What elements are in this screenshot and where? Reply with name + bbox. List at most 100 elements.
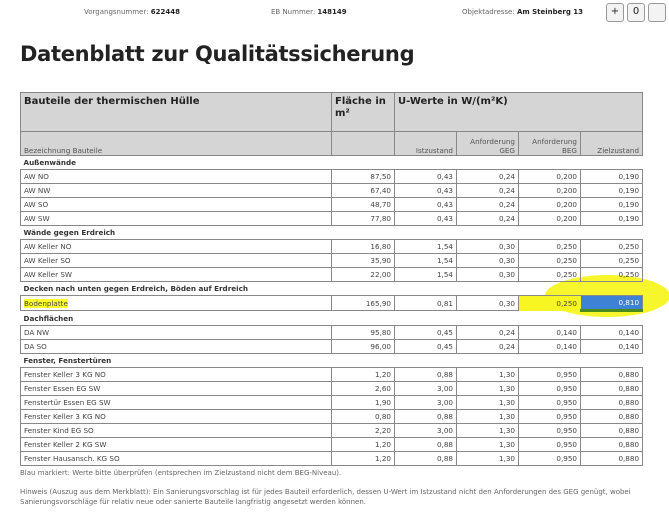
note-hint: Hinweis (Auszug aus dem Merkblatt): Ein … xyxy=(20,488,631,506)
note-blue: Blau markiert: Werte bitte überprüfen (e… xyxy=(20,469,342,477)
col-ziel: Zielzustand xyxy=(579,131,644,156)
cell-name: Fenster Essen EG SW xyxy=(20,381,332,396)
cell-flaeche: 87,50 xyxy=(331,169,395,184)
cell-ziel: 0,880 xyxy=(579,395,644,410)
table-row: Fenster Keller 2 KG SW 1,20 0,88 1,30 0,950 0… xyxy=(20,437,644,452)
cell-name: Fenster Keller 2 KG SW xyxy=(20,437,332,452)
table-row: Fenster Keller 3 KG NO 1,20 0,88 1,30 0,950 0… xyxy=(20,367,644,382)
highlighted-name: Bodenplatte xyxy=(24,298,68,308)
cell-geg: 0,24 xyxy=(456,339,519,354)
table-row: AW SO 48,70 0,43 0,24 0,200 0,190 xyxy=(20,197,644,212)
cell-flaeche: 0,80 xyxy=(331,409,395,424)
cell-name: Fenster Kind EG SO xyxy=(20,423,332,438)
cell-beg: 0,250 xyxy=(518,239,581,254)
cell-beg: 0,950 xyxy=(518,367,581,382)
cell-ist: 0,88 xyxy=(394,451,457,466)
cell-ziel: 0,880 xyxy=(579,381,644,396)
cell-flaeche: 95,80 xyxy=(331,325,395,340)
cell-name: AW Keller SO xyxy=(20,253,332,268)
cell-ist: 1,54 xyxy=(394,267,457,282)
table-row: Fenster Keller 3 KG NO 0,80 0,88 1,30 0,950 0… xyxy=(20,409,644,424)
vorgangsnummer: Vorgangsnummer: 622448 xyxy=(84,8,180,16)
cell-flaeche: 96,00 xyxy=(331,339,395,354)
cell-beg: 0,140 xyxy=(518,325,581,340)
cell-ist: 0,43 xyxy=(394,183,457,198)
cell-geg: 0,30 xyxy=(456,239,519,254)
cell-name: AW NO xyxy=(20,169,332,184)
cell-geg: 0,24 xyxy=(456,169,519,184)
page-title: Datenblatt zur Qualitätssicherung xyxy=(20,42,415,66)
cell-name: AW SO xyxy=(20,197,332,212)
cell-ziel: 0,140 xyxy=(579,325,644,340)
cell-flaeche: 1,20 xyxy=(331,437,395,452)
cell-beg: 0,250 xyxy=(518,253,581,268)
cell-beg: 0,250 xyxy=(518,267,581,282)
cell-flaeche: 2,20 xyxy=(331,423,395,438)
cell-geg: 0,30 xyxy=(456,267,519,282)
header-flaeche: Fläche in m² xyxy=(331,92,395,132)
partial-button[interactable] xyxy=(648,3,666,22)
cell-flaeche: 48,70 xyxy=(331,197,395,212)
cell-geg: 0,30 xyxy=(456,253,519,268)
cell-ist: 1,54 xyxy=(394,253,457,268)
cell-ziel: 0,250 xyxy=(579,267,644,282)
cell-name: Fenster Hausansch. KG SO xyxy=(20,451,332,466)
cell-ist: 0,88 xyxy=(394,409,457,424)
cell-geg: 0,24 xyxy=(456,183,519,198)
cell-ziel: 0,190 xyxy=(579,169,644,184)
cell-beg: 0,200 xyxy=(518,197,581,212)
group-row: Wände gegen Erdreich xyxy=(20,225,643,240)
cell-ist: 0,45 xyxy=(394,339,457,354)
cell-geg: 0,24 xyxy=(456,211,519,226)
cell-flaeche: 1,90 xyxy=(331,395,395,410)
group-label: Fenster, Fenstertüren xyxy=(20,353,643,368)
cell-ist: 3,00 xyxy=(394,395,457,410)
col-beg: Anforderung BEG xyxy=(518,131,581,156)
cell-geg: 1,30 xyxy=(456,423,519,438)
col-flaeche-empty xyxy=(331,131,395,156)
cell-geg: 1,30 xyxy=(456,367,519,382)
cell-beg: 0,950 xyxy=(518,395,581,410)
cell-flaeche: 16,80 xyxy=(331,239,395,254)
cell-flaeche: 22,00 xyxy=(331,267,395,282)
zoom-in-button[interactable]: + xyxy=(606,3,624,22)
cell-ziel: 0,250 xyxy=(579,253,644,268)
cell-name: DA SO xyxy=(20,339,332,354)
cell-ist: 0,43 xyxy=(394,169,457,184)
group-label: Decken nach unten gegen Erdreich, Böden … xyxy=(20,281,643,296)
cell-flaeche: 1,20 xyxy=(331,451,395,466)
table-row: AW Keller SO 35,90 1,54 0,30 0,250 0,250 xyxy=(20,253,644,268)
cell-ziel: 0,140 xyxy=(579,339,644,354)
cell-name: DA NW xyxy=(20,325,332,340)
col-geg: Anforderung GEG xyxy=(456,131,519,156)
cell-ziel: 0,190 xyxy=(579,197,644,212)
table-row: AW Keller NO 16,80 1,54 0,30 0,250 0,250 xyxy=(20,239,644,254)
cell-name: Fenstertür Essen EG SW xyxy=(20,395,332,410)
cell-ist: 0,81 xyxy=(394,295,457,311)
group-row: Außenwände xyxy=(20,155,643,170)
cell-flaeche: 67,40 xyxy=(331,183,395,198)
cell-name: AW Keller SW xyxy=(20,267,332,282)
cell-geg: 0,24 xyxy=(456,325,519,340)
cell-name: AW Keller NO xyxy=(20,239,332,254)
cell-beg: 0,250 xyxy=(518,295,581,311)
cell-name: Fenster Keller 3 KG NO xyxy=(20,409,332,424)
table-row: AW SW 77,80 0,43 0,24 0,200 0,190 xyxy=(20,211,644,226)
group-row: Fenster, Fenstertüren xyxy=(20,353,643,368)
group-label: Wände gegen Erdreich xyxy=(20,225,643,240)
group-row: Dachflächen xyxy=(20,310,643,326)
cell-name: AW NW xyxy=(20,183,332,198)
group-row: Decken nach unten gegen Erdreich, Böden … xyxy=(20,281,643,296)
cell-geg: 1,30 xyxy=(456,409,519,424)
table-row: AW NO 87,50 0,43 0,24 0,200 0,190 xyxy=(20,169,644,184)
cell-geg: 0,24 xyxy=(456,197,519,212)
table-row: AW Keller SW 22,00 1,54 0,30 0,250 0,250 xyxy=(20,267,644,282)
cell-name: AW SW xyxy=(20,211,332,226)
cell-ist: 0,88 xyxy=(394,367,457,382)
cell-ziel: 0,880 xyxy=(579,437,644,452)
cell-geg: 1,30 xyxy=(456,451,519,466)
cell-ziel: 0,190 xyxy=(579,183,644,198)
table-row: Fenster Hausansch. KG SO 1,20 0,88 1,30 0,95… xyxy=(20,451,644,466)
zoom-reset-button[interactable]: 0 xyxy=(627,3,645,22)
cell-ziel: 0,190 xyxy=(579,211,644,226)
